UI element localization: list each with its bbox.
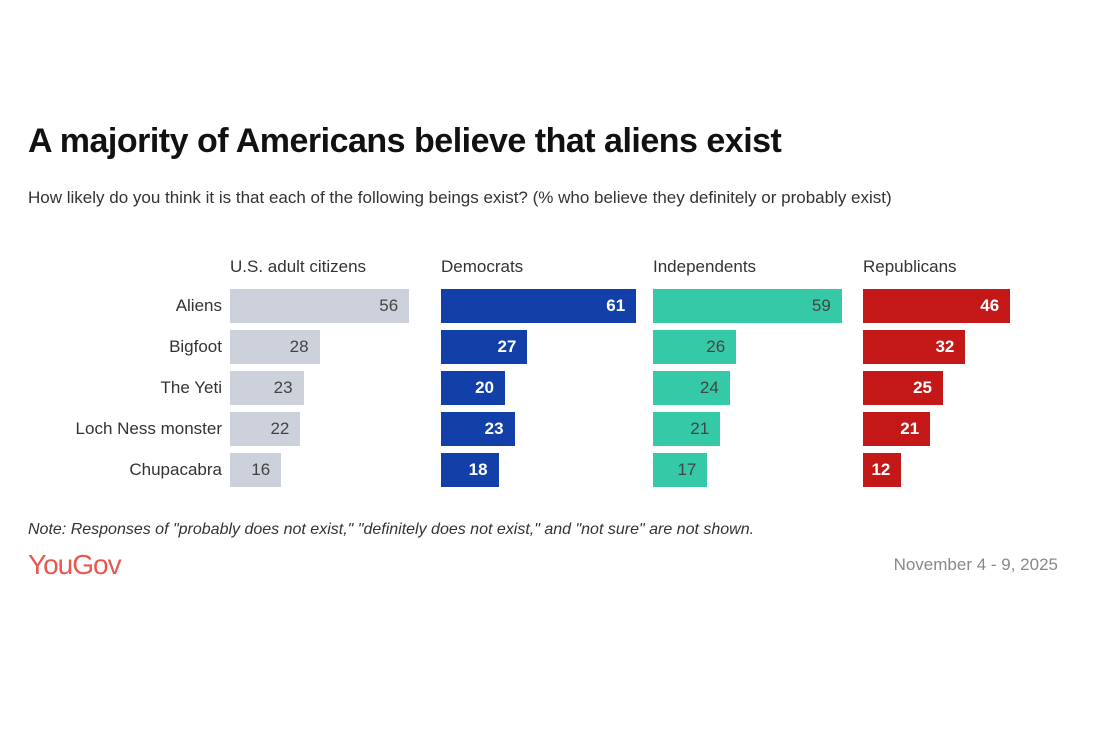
bar — [441, 289, 637, 323]
data-label: 59 — [811, 296, 831, 315]
bar — [653, 289, 842, 323]
bar — [863, 412, 931, 446]
series-header: Independents — [653, 257, 757, 276]
bar — [653, 371, 730, 405]
bar — [653, 330, 737, 364]
data-label: 16 — [251, 460, 271, 479]
bar — [441, 453, 499, 487]
data-label: 12 — [871, 460, 891, 479]
data-label: 32 — [935, 337, 955, 356]
bar — [230, 371, 304, 405]
data-label: 25 — [913, 378, 932, 397]
data-label: 23 — [273, 378, 293, 397]
bar — [230, 289, 410, 323]
bar — [863, 453, 902, 487]
series-header: U.S. adult citizens — [230, 257, 367, 276]
data-label: 21 — [900, 419, 920, 438]
survey-date: November 4 - 9, 2025 — [893, 555, 1058, 574]
bar — [441, 330, 528, 364]
yougov-logo: YouGov — [28, 549, 122, 580]
bar — [863, 330, 966, 364]
data-label: 22 — [270, 419, 290, 438]
bar — [863, 289, 1011, 323]
series-header: Democrats — [441, 257, 524, 276]
category-label: The Yeti — [160, 378, 222, 397]
data-label: 61 — [606, 296, 626, 315]
data-label: 27 — [497, 337, 517, 356]
bar — [230, 412, 301, 446]
series-header: Republicans — [863, 257, 957, 276]
data-label: 28 — [289, 337, 309, 356]
data-label: 21 — [690, 419, 710, 438]
data-label: 20 — [475, 378, 494, 397]
category-label: Bigfoot — [169, 337, 222, 356]
bar — [230, 453, 282, 487]
data-label: 23 — [484, 419, 504, 438]
data-label: 46 — [980, 296, 1000, 315]
data-label: 26 — [706, 337, 726, 356]
bar — [863, 371, 943, 405]
footnote: Note: Responses of "probably does not ex… — [28, 521, 755, 538]
chart-title: A majority of Americans believe that ali… — [28, 122, 782, 160]
data-label: 24 — [699, 378, 719, 397]
bar — [441, 412, 515, 446]
data-label: 56 — [379, 296, 399, 315]
category-label: Chupacabra — [129, 460, 222, 479]
bar — [653, 412, 721, 446]
data-label: 18 — [468, 460, 488, 479]
chart-subtitle: How likely do you think it is that each … — [28, 188, 892, 207]
bar — [653, 453, 708, 487]
data-label: 17 — [677, 460, 697, 479]
category-label: Aliens — [175, 296, 222, 315]
category-label: Loch Ness monster — [75, 419, 222, 438]
bar — [230, 330, 320, 364]
bar — [441, 371, 505, 405]
